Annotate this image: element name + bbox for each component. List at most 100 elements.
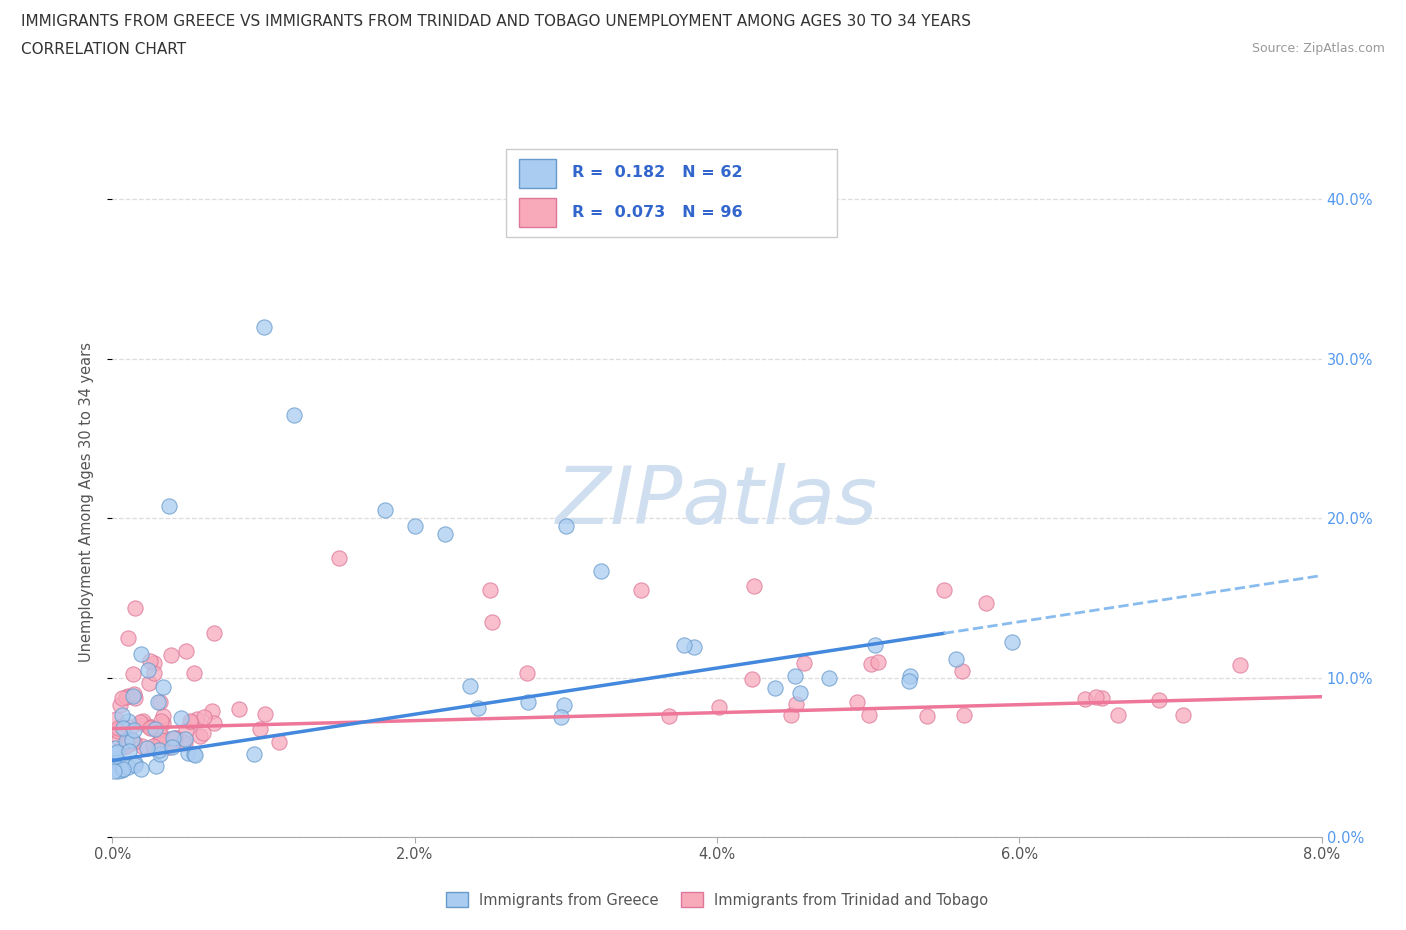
Point (932, 582, 955, 597)
Text: CORRELATION CHART: CORRELATION CHART (21, 42, 186, 57)
Point (111, 721, 134, 736)
Point (138, 675, 160, 690)
Point (173, 732, 195, 747)
Point (866, 655, 889, 670)
Point (124, 691, 146, 706)
Point (111, 762, 134, 777)
Point (818, 671, 841, 685)
Point (149, 746, 172, 761)
Point (785, 669, 807, 684)
Point (188, 728, 211, 743)
Point (132, 713, 155, 728)
Point (124, 757, 146, 772)
Point (186, 711, 208, 726)
Point (945, 651, 967, 666)
Point (157, 732, 180, 747)
Point (122, 686, 145, 701)
Point (179, 714, 201, 729)
Point (128, 714, 150, 729)
Point (180, 714, 202, 729)
Point (174, 644, 197, 658)
Point (183, 665, 205, 680)
Point (183, 747, 205, 762)
Point (228, 702, 250, 717)
Point (103, 747, 125, 762)
Point (550, 710, 572, 724)
Point (117, 688, 139, 703)
Bar (519, 159, 555, 188)
Point (131, 647, 153, 662)
Point (243, 746, 266, 761)
Point (897, 673, 920, 688)
Point (658, 709, 681, 724)
Point (135, 740, 157, 755)
Point (131, 738, 153, 753)
Point (460, 679, 482, 694)
Point (863, 637, 886, 652)
Point (169, 711, 191, 725)
Point (111, 723, 134, 737)
Point (107, 745, 129, 760)
Point (111, 690, 134, 705)
Point (152, 715, 174, 730)
Point (174, 736, 197, 751)
Point (683, 640, 706, 655)
Point (107, 724, 129, 738)
Point (143, 722, 166, 737)
Point (103, 753, 125, 768)
Point (283, 407, 305, 422)
Point (150, 735, 173, 750)
Point (793, 656, 815, 671)
Point (789, 685, 811, 700)
Point (115, 690, 138, 705)
Point (1091, 690, 1114, 705)
Point (132, 716, 155, 731)
Point (193, 710, 215, 724)
Point (373, 503, 396, 518)
Point (204, 626, 226, 641)
Point (121, 733, 143, 748)
Point (846, 695, 869, 710)
Point (159, 735, 181, 750)
Point (118, 737, 141, 751)
Point (124, 755, 146, 770)
Point (763, 681, 786, 696)
Point (138, 653, 160, 668)
Point (150, 713, 173, 728)
Point (152, 709, 174, 724)
Point (554, 519, 576, 534)
Point (139, 720, 162, 735)
Point (111, 763, 134, 777)
Point (201, 703, 224, 718)
Point (118, 743, 141, 758)
Point (114, 734, 136, 749)
Point (121, 688, 143, 703)
Point (103, 764, 125, 778)
Point (467, 700, 489, 715)
Point (112, 738, 135, 753)
Point (149, 733, 172, 748)
Point (107, 764, 129, 778)
Point (122, 735, 145, 750)
Point (253, 319, 276, 334)
FancyBboxPatch shape (506, 149, 837, 237)
Point (165, 731, 187, 746)
Point (145, 759, 167, 774)
Point (1149, 692, 1171, 707)
Point (111, 719, 134, 734)
Point (202, 716, 225, 731)
Point (1107, 708, 1129, 723)
Point (672, 637, 695, 652)
Point (136, 662, 159, 677)
Point (157, 498, 180, 513)
Text: R =  0.073   N = 96: R = 0.073 N = 96 (572, 205, 742, 219)
Point (122, 667, 145, 682)
Point (974, 595, 997, 610)
Point (1074, 691, 1097, 706)
Point (1084, 689, 1107, 704)
Text: R =  0.182   N = 62: R = 0.182 N = 62 (572, 166, 742, 180)
Point (915, 709, 938, 724)
Point (142, 738, 165, 753)
Point (114, 738, 136, 753)
Point (162, 730, 184, 745)
